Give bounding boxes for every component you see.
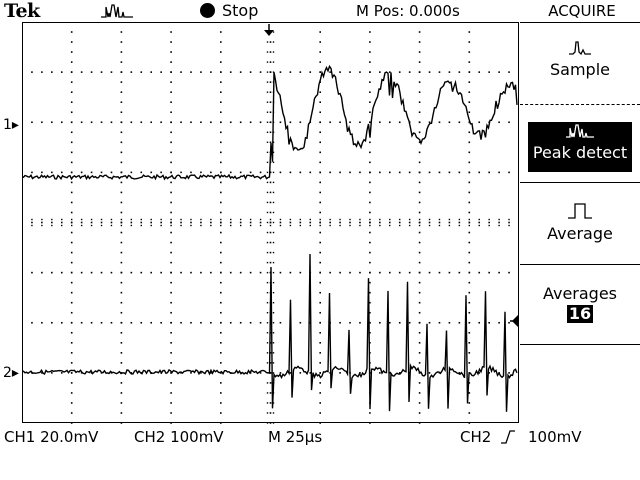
menu-separator: [520, 104, 640, 105]
trigger-position-marker: [264, 30, 274, 36]
ch2-marker-label: 2: [3, 365, 12, 381]
timebase-readout: M 25µs: [268, 428, 323, 446]
menu-separator: [520, 344, 640, 345]
menu-separator: [520, 182, 640, 183]
average-waveform-icon: [520, 202, 640, 224]
averages-value: 16: [566, 304, 594, 323]
menu-title: ACQUIRE: [548, 2, 616, 20]
top-status-bar: Tek Stop M Pos: 0.000s ACQUIRE: [0, 0, 640, 22]
sample-waveform-icon: [520, 40, 640, 60]
horizontal-position-readout: M Pos: 0.000s: [356, 2, 460, 20]
menu-separator: [520, 264, 640, 265]
graticule: [22, 22, 519, 424]
trigger-level-readout: 100mV: [528, 428, 582, 446]
ch1-scale-readout: CH1 20.0mV: [4, 428, 99, 446]
trigger-source-readout: CH2: [460, 428, 492, 446]
run-state-indicator: Stop: [200, 1, 258, 20]
bottom-status-bar: CH1 20.0mV CH2 100mV M 25µs CH2 100mV: [0, 426, 640, 448]
peak-detect-waveform-icon: [100, 3, 134, 23]
ch1-marker-label: 1: [3, 117, 12, 133]
waveform-display: [22, 22, 519, 424]
acquire-side-menu: Sample Peak detect Average Averages 16: [520, 22, 640, 424]
menu-item-average[interactable]: Average: [520, 202, 640, 243]
ch2-ground-marker: 2▸: [3, 365, 19, 381]
ch2-scale-readout: CH2 100mV: [134, 428, 224, 446]
ch1-ground-marker: 1▸: [3, 117, 19, 133]
brand-logo: Tek: [4, 0, 40, 22]
rising-edge-icon: [500, 429, 516, 449]
stop-dot-icon: [200, 3, 215, 18]
trigger-level-marker: [512, 315, 518, 327]
menu-item-label: Sample: [550, 60, 610, 79]
menu-separator: [520, 22, 640, 23]
menu-item-label: Peak detect: [532, 143, 628, 162]
menu-item-label: Average: [547, 224, 613, 243]
ch2-waveform: [22, 253, 518, 412]
menu-item-peak-detect[interactable]: Peak detect: [528, 122, 632, 172]
averages-label: Averages: [542, 284, 618, 303]
ch1-waveform: [22, 64, 518, 181]
peak-detect-waveform-icon: [528, 122, 632, 143]
menu-item-averages[interactable]: Averages 16: [520, 284, 640, 323]
run-state-label: Stop: [222, 1, 259, 20]
menu-item-sample[interactable]: Sample: [520, 40, 640, 79]
